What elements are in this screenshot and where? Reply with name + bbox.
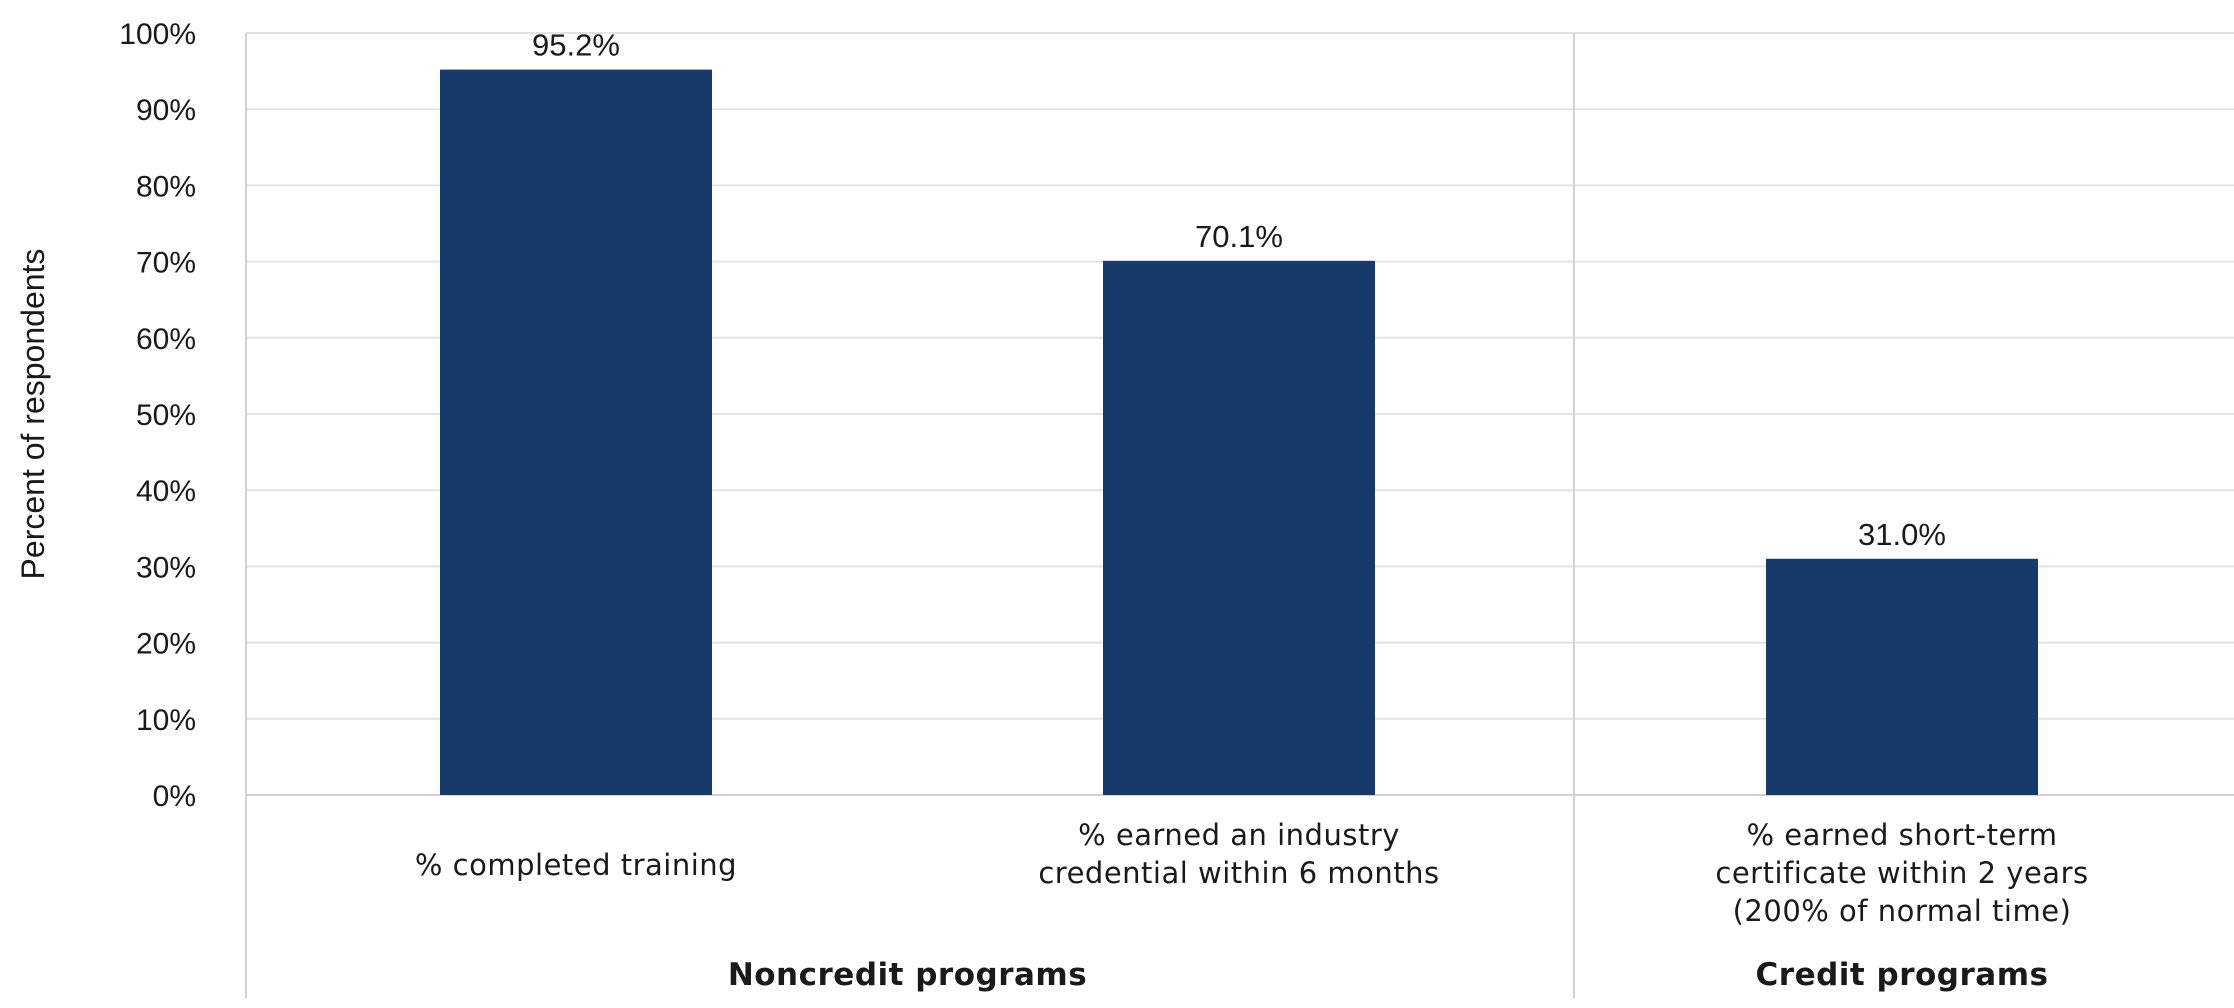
y-tick-label: 60% [136, 323, 196, 356]
group-label: Credit programs [1756, 957, 2049, 993]
y-tick-label: 50% [136, 399, 196, 432]
y-tick-label: 70% [136, 247, 196, 280]
bars [440, 69, 2038, 796]
y-tick-label: 100% [119, 18, 196, 51]
labels: 0% 10% 20% 30% 40% 50% 60% 70% 80% 90% 100% Percent… [15, 18, 2088, 993]
y-tick-label: 90% [136, 94, 196, 127]
x-category-label: credential within 6 months [1038, 856, 1439, 890]
y-axis-title: Percent of respondents [15, 249, 51, 580]
y-tick-label: 80% [136, 170, 196, 203]
bar [1766, 558, 2038, 795]
x-category-label: (200% of normal time) [1733, 894, 2072, 928]
y-tick-label: 20% [136, 628, 196, 661]
y-tick-label: 10% [136, 704, 196, 737]
y-tick-label: 30% [136, 551, 196, 584]
data-label: 95.2% [532, 28, 620, 63]
y-tick-label: 0% [153, 780, 196, 813]
bar [440, 69, 712, 796]
x-category-label: % completed training [415, 848, 737, 882]
data-label: 31.0% [1858, 517, 1946, 552]
data-label: 70.1% [1195, 219, 1283, 254]
bar [1103, 260, 1375, 795]
y-tick-label: 40% [136, 475, 196, 508]
x-category-label: % earned an industry [1078, 818, 1400, 852]
group-label: Noncredit programs [728, 957, 1087, 993]
x-category-label: % earned short-term [1746, 818, 2057, 852]
x-category-label: certificate within 2 years [1715, 856, 2088, 890]
